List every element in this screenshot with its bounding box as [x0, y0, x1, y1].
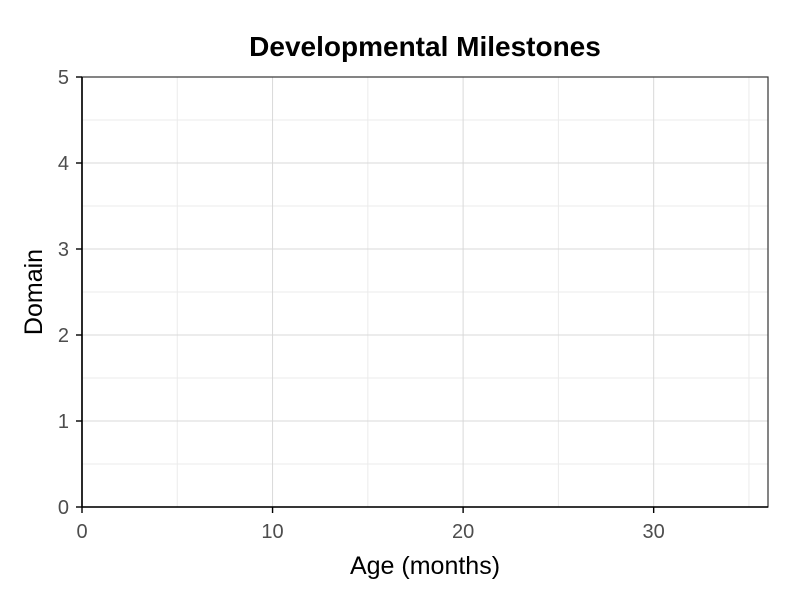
y-axis-title: Domain: [20, 249, 48, 335]
x-tick-label: 0: [76, 521, 87, 543]
y-tick-label: 1: [58, 411, 69, 433]
y-tick-label: 5: [58, 67, 69, 89]
y-tick-label: 3: [58, 239, 69, 261]
y-axis-ticks: 0 1 2 3 4 5: [58, 67, 82, 519]
y-tick-label: 4: [58, 153, 69, 175]
y-tick-label: 0: [58, 497, 69, 519]
x-axis-title: Age (months): [350, 552, 500, 580]
x-tick-label: 20: [452, 521, 474, 543]
minor-grid: [82, 77, 768, 507]
y-tick-label: 2: [58, 325, 69, 347]
x-tick-label: 30: [643, 521, 665, 543]
x-tick-label: 10: [261, 521, 283, 543]
x-axis-ticks: 0 10 20 30: [76, 507, 665, 543]
plot-panel: [81, 76, 769, 508]
chart-title: Developmental Milestones: [249, 31, 601, 62]
